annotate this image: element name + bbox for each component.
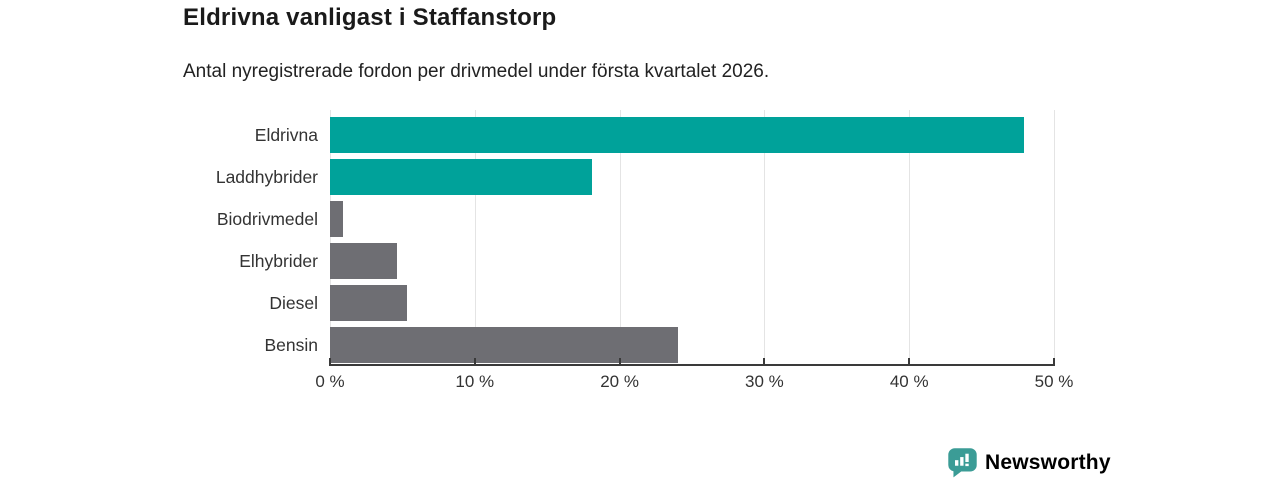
x-axis-line: [329, 364, 1055, 366]
bar-row: [330, 285, 1054, 321]
gridline: [909, 110, 911, 365]
x-tick-label: 40 %: [889, 372, 929, 391]
x-tick: [329, 358, 331, 365]
brand-name: Newsworthy: [985, 450, 1111, 474]
x-tick: [1053, 358, 1055, 365]
gridline: [1054, 110, 1055, 365]
x-tick-label: 30 %: [745, 372, 784, 391]
bar-row: [330, 327, 1054, 363]
y-axis-label-laddhybrider: Laddhybrider: [215, 167, 318, 187]
x-tick-label: 20 %: [600, 372, 639, 391]
y-axis-label-bensin: Bensin: [264, 335, 318, 355]
bar-row: [330, 117, 1054, 153]
bar-eldrivna[interactable]: [330, 117, 1024, 153]
x-tick-label: 10 %: [455, 372, 495, 391]
newsworthy-brand: Newsworthy: [947, 447, 1111, 478]
bar-bensin[interactable]: [330, 327, 678, 363]
bar-laddhybrider[interactable]: [330, 159, 593, 195]
bar-biodrivmedel[interactable]: [330, 201, 344, 237]
x-tick: [763, 358, 766, 365]
y-axis-label-diesel: Diesel: [269, 293, 318, 313]
chart-title: Eldrivna vanligast i Staffanstorp: [183, 4, 557, 31]
bar-row: [330, 243, 1054, 279]
y-axis-label-elhybrider: Elhybrider: [239, 251, 318, 271]
plot-area: [330, 110, 1055, 365]
gridline: [619, 110, 621, 365]
y-axis-label-biodrivmedel: Biodrivmedel: [216, 209, 318, 229]
gridline: [474, 110, 476, 365]
x-tick-label: 0 %: [315, 372, 345, 391]
bar-row: [330, 201, 1054, 237]
bar-diesel[interactable]: [330, 285, 407, 321]
x-tick: [473, 358, 476, 365]
x-tick-label: 50 %: [1034, 372, 1074, 391]
bar-elhybrider[interactable]: [330, 243, 397, 279]
bar-row: [330, 159, 1054, 195]
x-tick: [618, 358, 621, 365]
bar-chart-speech-bubble-icon: [947, 447, 978, 478]
y-axis-label-eldrivna: Eldrivna: [254, 125, 318, 145]
chart-subtitle: Antal nyregistrerade fordon per drivmede…: [183, 61, 770, 82]
gridline: [764, 110, 766, 365]
gridline: [330, 110, 331, 365]
x-tick: [908, 358, 911, 365]
